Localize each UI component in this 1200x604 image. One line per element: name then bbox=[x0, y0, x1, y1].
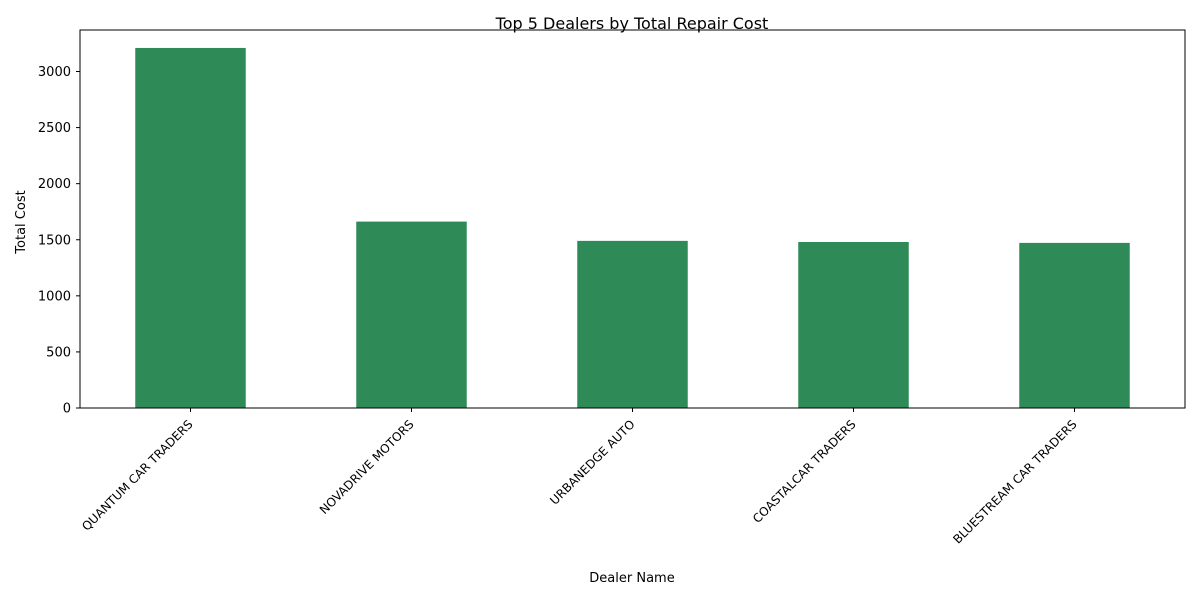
x-tick-label: BLUESTREAM CAR TRADERS bbox=[950, 417, 1079, 546]
bar-2 bbox=[356, 221, 467, 408]
y-tick-label: 1500 bbox=[38, 233, 71, 248]
x-axis-label: Dealer Name bbox=[589, 571, 674, 586]
x-tick-label: URBANEDGE AUTO bbox=[547, 417, 637, 507]
bar-3 bbox=[577, 240, 688, 408]
y-tick-label: 0 bbox=[63, 402, 71, 417]
chart-title: Top 5 Dealers by Total Repair Cost bbox=[495, 14, 769, 33]
bar-1 bbox=[135, 47, 246, 408]
y-tick-label: 2500 bbox=[38, 121, 71, 136]
x-tick-label: COASTALCAR TRADERS bbox=[750, 417, 859, 526]
y-tick-label: 500 bbox=[46, 345, 71, 360]
x-axis-ticks: QUANTUM CAR TRADERS NOVADRIVE MOTORS URBAN… bbox=[79, 408, 1080, 547]
x-tick-label: QUANTUM CAR TRADERS bbox=[79, 417, 195, 533]
bar-4 bbox=[798, 241, 909, 408]
bar-5 bbox=[1019, 242, 1130, 408]
y-axis-label: Total Cost bbox=[14, 190, 29, 254]
y-tick-label: 1000 bbox=[38, 289, 71, 304]
bars-group bbox=[135, 47, 1130, 408]
y-tick-label: 3000 bbox=[38, 65, 71, 80]
y-axis-ticks: 0 500 1000 1500 2000 2500 3000 bbox=[38, 65, 80, 417]
y-tick-label: 2000 bbox=[38, 177, 71, 192]
x-tick-label: NOVADRIVE MOTORS bbox=[317, 417, 417, 517]
plot-area-frame bbox=[79, 29, 1186, 409]
